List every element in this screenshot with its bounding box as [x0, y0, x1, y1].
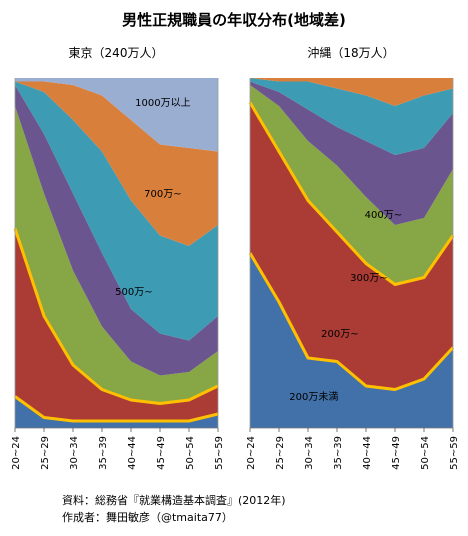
highlight-line-1 — [14, 395, 219, 423]
area-band-3 — [15, 106, 218, 404]
highlight-line-2 — [13, 228, 219, 405]
chart-panel-2: 20~24 25~29 30~34 35~39 40~44 45~49 50~54 55~59… — [246, 45, 460, 470]
x-tick-label: 40~44 — [362, 436, 373, 470]
x-tick-label: 35~39 — [98, 436, 109, 470]
x-tick-label: 50~54 — [185, 436, 196, 470]
x-tick-label: 55~59 — [214, 436, 225, 470]
chart-title: 男性正規職員の年収分布(地域差) — [122, 11, 346, 29]
area-band-5 — [15, 81, 218, 341]
area-band-1 — [250, 253, 453, 428]
band-label: 1000万以上 — [135, 97, 190, 109]
x-tick-label: 55~59 — [449, 436, 460, 470]
x-tick-label: 30~34 — [304, 436, 315, 470]
x-tick-label: 45~49 — [156, 436, 167, 470]
x-tick-label: 20~24 — [246, 436, 257, 470]
area-band-6 — [250, 78, 453, 106]
x-tick-label: 30~34 — [69, 436, 80, 470]
band-label: 700万~ — [144, 189, 181, 200]
band-label: 500万~ — [115, 287, 152, 298]
panel-title: 東京（240万人） — [69, 46, 164, 60]
highlight-line-2 — [248, 101, 455, 286]
x-tick-label: 25~29 — [40, 436, 51, 470]
x-tick-label: 35~39 — [333, 436, 344, 470]
x-tick-label: 40~44 — [127, 436, 138, 470]
x-tick-label: 20~24 — [11, 436, 22, 470]
area-band-2 — [15, 228, 218, 421]
x-tick-label: 50~54 — [420, 436, 431, 470]
area-band-4 — [15, 85, 218, 376]
area-band-2 — [250, 102, 453, 390]
chart-panel-1: 20~24 25~29 30~34 35~39 40~44 45~49 50~54 55~59… — [11, 46, 225, 470]
area-band-7 — [15, 78, 218, 152]
area-band-3 — [250, 85, 453, 285]
highlight-line-1 — [248, 252, 455, 391]
panel-title: 沖縄（18万人） — [307, 45, 394, 60]
band-label: 200万未満 — [289, 391, 338, 403]
area-band-6 — [15, 81, 218, 246]
x-tick-label: 25~29 — [275, 436, 286, 470]
area-band-5 — [250, 78, 453, 155]
chart-panels: 20~24 25~29 30~34 35~39 40~44 45~49 50~54 55~59… — [11, 45, 460, 470]
band-label: 400万~ — [365, 210, 402, 221]
author-note: 作成者：舞田敏彦（@tmaita77） — [62, 511, 233, 524]
area-band-4 — [250, 81, 453, 225]
band-label: 200万~ — [321, 329, 358, 340]
x-tick-label: 45~49 — [391, 436, 402, 470]
band-label: 300万~ — [350, 273, 387, 284]
source-note: 資料：総務省『就業構造基本調査』(2012年) — [62, 494, 286, 507]
